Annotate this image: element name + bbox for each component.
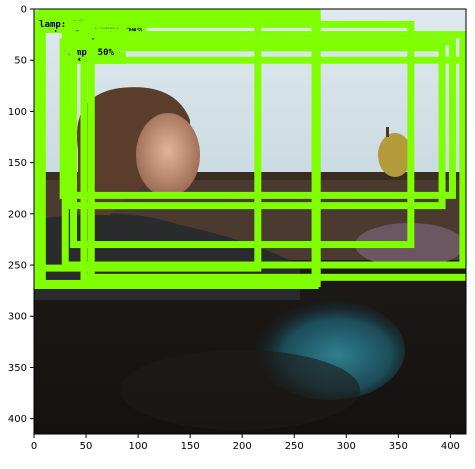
y-axis: 0 50 100 150 200 250 300 350 400 [8,5,34,426]
y-tick-label: 150 [8,158,27,169]
x-tick-label: 400 [441,441,460,452]
y-tick-label: 200 [8,209,27,220]
x-tick-label: 100 [129,441,148,452]
x-axis: 0 50 100 150 200 250 300 350 400 [31,434,460,452]
y-tick-label: 100 [8,107,27,118]
x-tick-label: 300 [337,441,356,452]
x-tick-label: 200 [233,441,252,452]
y-tick-label: 50 [14,56,27,67]
pear [378,133,412,177]
y-tick-label: 0 [21,5,27,16]
y-tick-label: 350 [8,363,27,374]
foreground-blur [120,350,360,430]
y-tick-label: 400 [8,414,27,425]
y-tick-label: 250 [8,261,27,272]
x-tick-label: 50 [80,441,93,452]
y-tick-label: 300 [8,312,27,323]
x-tick-label: 250 [285,441,304,452]
x-tick-label: 150 [181,441,200,452]
person-face [136,113,200,197]
photo [34,9,466,434]
pear-stem [386,127,389,137]
x-tick-label: 0 [31,441,37,452]
x-tick-label: 350 [389,441,408,452]
